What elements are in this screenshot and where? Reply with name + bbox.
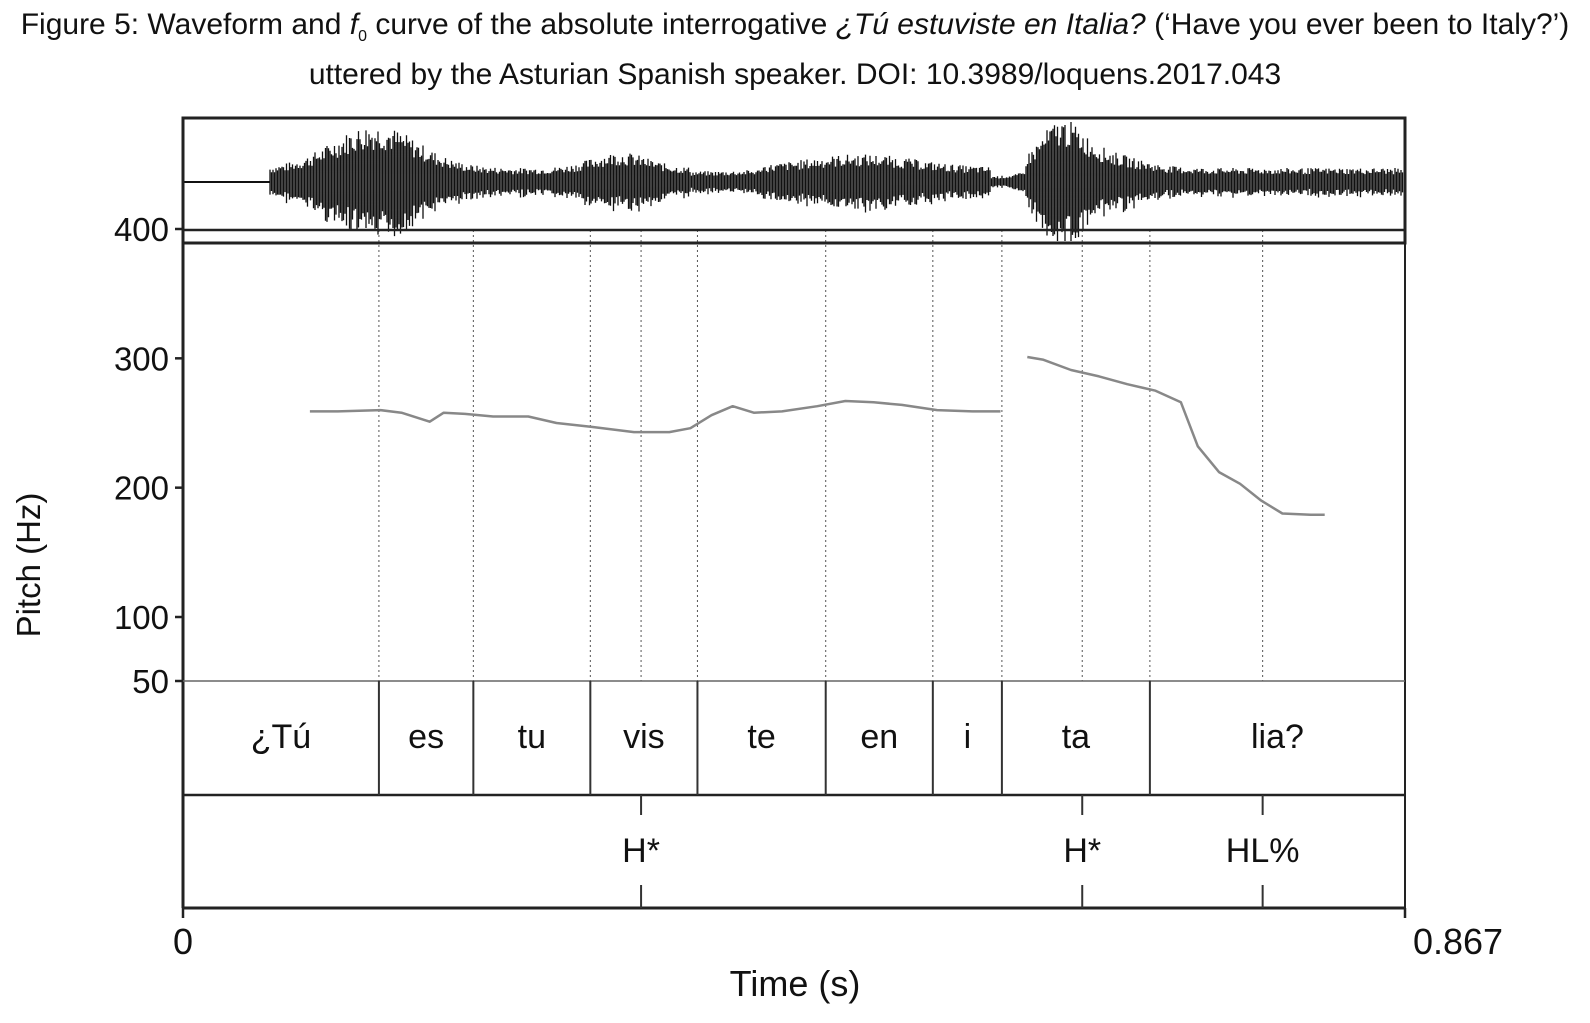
x-tick-label: 0.867 — [1413, 921, 1503, 962]
chart-frames — [181, 116, 1407, 910]
syllable-label: tu — [518, 718, 546, 756]
tone-label: H* — [622, 832, 660, 870]
syllable-label: lia? — [1251, 718, 1304, 756]
tone-label: HL% — [1226, 832, 1300, 870]
x-axis: 0 0.867 Time (s) — [173, 908, 1503, 1004]
syllable-label: ¿Tú — [251, 718, 311, 756]
y-axis-title: Pitch (Hz) — [10, 493, 47, 638]
figure-caption: Figure 5: Waveform and f0 curve of the a… — [20, 8, 1570, 91]
y-axis: 50 100 200 300 400 Pitch (Hz) — [10, 211, 183, 700]
pitch-series-2 — [1027, 355, 1325, 517]
y-tick-label: 400 — [114, 211, 169, 248]
syllable-label: ta — [1062, 718, 1090, 756]
waveform-frame — [181, 116, 1407, 245]
syllable-label: es — [408, 718, 444, 756]
x-tick-label: 0 — [173, 921, 193, 962]
syllable-guide-lines — [378, 230, 1264, 681]
syllable-label: i — [964, 718, 972, 756]
y-tick-label: 300 — [114, 340, 169, 377]
syllable-label: en — [860, 718, 898, 756]
waveform-signal — [269, 122, 1404, 241]
syllable-label: te — [747, 718, 775, 756]
annotation-tiers: ¿Tú es tu vis te en i ta lia? H* H* HL% — [251, 681, 1304, 908]
x-axis-title: Time (s) — [730, 963, 861, 1004]
tone-label: H* — [1063, 832, 1101, 870]
pitch-curve — [309, 355, 1325, 517]
y-tick-label: 50 — [132, 663, 169, 700]
waveform — [183, 122, 1404, 241]
pitch-series-1 — [309, 399, 1001, 434]
y-tick-label: 200 — [114, 470, 169, 507]
syllable-label: vis — [623, 718, 665, 756]
y-tick-label: 100 — [114, 599, 169, 636]
